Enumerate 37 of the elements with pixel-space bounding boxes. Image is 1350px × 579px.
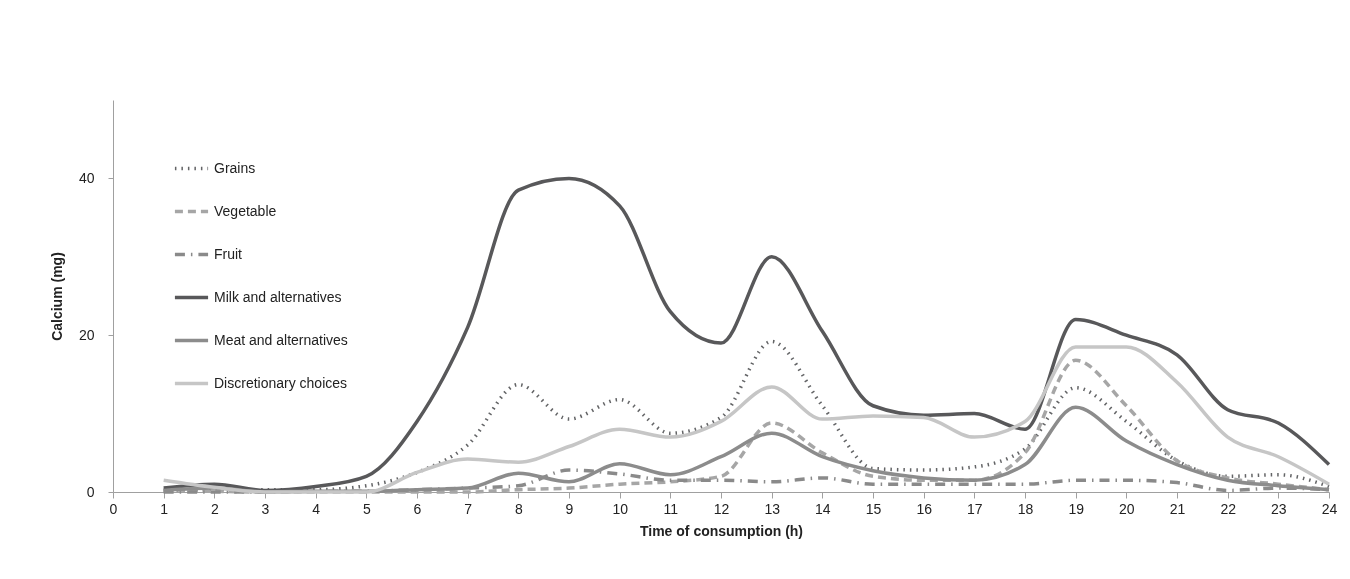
x-tick-label: 18 [1017, 500, 1034, 517]
x-tick-label: 13 [764, 500, 781, 517]
x-tick-label: 24 [1321, 500, 1338, 517]
y-tick-label: 0 [86, 483, 95, 500]
x-tick-label: 3 [261, 500, 270, 517]
x-tick-label: 1 [160, 500, 169, 517]
x-tick-label: 21 [1169, 500, 1186, 517]
legend-label: Vegetable [214, 202, 277, 219]
legend-label: Discretionary choices [214, 374, 348, 391]
x-tick-label: 2 [210, 500, 219, 517]
x-tick-label: 19 [1068, 500, 1085, 517]
legend-label: Milk and alternatives [214, 288, 342, 305]
x-tick-label: 20 [1119, 500, 1135, 517]
x-tick-label: 7 [464, 500, 473, 517]
y-tick-label: 20 [78, 326, 95, 343]
x-tick-label: 11 [663, 500, 679, 517]
x-tick-label: 0 [109, 500, 118, 517]
x-tick-label: 5 [362, 500, 371, 517]
x-tick-label: 9 [565, 500, 574, 517]
x-tick-label: 14 [815, 500, 831, 517]
legend-label: Meat and alternatives [214, 331, 348, 348]
y-axis-title: Calcium (mg) [48, 252, 65, 341]
x-tick-label: 23 [1271, 500, 1287, 517]
y-tick-label: 40 [78, 169, 95, 186]
x-tick-label: 17 [967, 500, 983, 517]
x-tick-label: 8 [514, 500, 523, 517]
x-tick-label: 6 [413, 500, 422, 517]
x-tick-label: 22 [1220, 500, 1237, 517]
legend-label: Fruit [214, 245, 243, 262]
x-tick-label: 15 [865, 500, 882, 517]
x-tick-label: 4 [312, 500, 321, 517]
x-tick-label: 10 [612, 500, 629, 517]
x-tick-label: 12 [713, 500, 730, 517]
x-axis-title: Time of consumption (h) [639, 522, 804, 539]
legend-label: Grains [214, 159, 256, 176]
line-series [161, 176, 1331, 493]
x-tick-label: 16 [916, 500, 933, 517]
